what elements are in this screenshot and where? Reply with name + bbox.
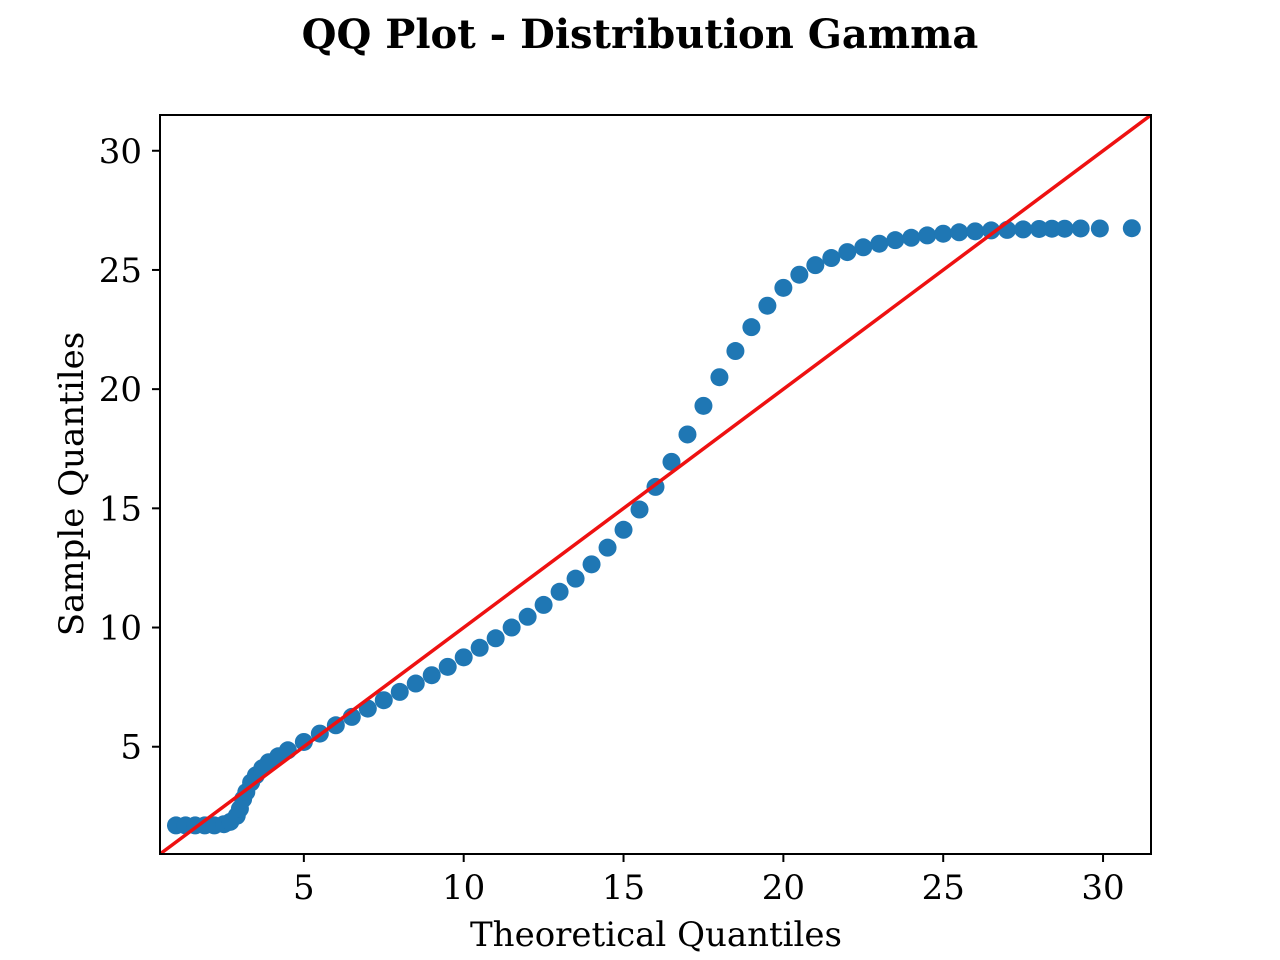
- x-tick-label: 15: [602, 868, 645, 908]
- y-tick-label: 20: [99, 370, 142, 410]
- qq-point: [566, 569, 585, 588]
- qq-point: [1042, 219, 1061, 238]
- qq-point: [486, 629, 505, 648]
- y-tick-label: 15: [99, 489, 142, 529]
- qq-point: [694, 396, 713, 415]
- qq-point: [1071, 219, 1090, 238]
- qq-point: [806, 256, 825, 275]
- x-tick-label: 20: [762, 868, 805, 908]
- reference-line: [160, 115, 1151, 854]
- qq-point: [390, 682, 409, 701]
- qq-point: [1030, 219, 1049, 238]
- y-axis-label: Sample Quantiles: [52, 332, 92, 636]
- qq-point: [422, 666, 441, 685]
- qq-point: [870, 234, 889, 253]
- y-tick-label: 10: [99, 609, 142, 649]
- x-tick-label: 5: [293, 868, 315, 908]
- qq-point: [662, 452, 681, 471]
- chart-title: QQ Plot - Distribution Gamma: [302, 11, 979, 58]
- qq-point: [902, 228, 921, 247]
- qq-point: [454, 648, 473, 667]
- x-tick-label: 10: [442, 868, 485, 908]
- qq-point: [630, 500, 649, 519]
- x-tick-label: 25: [922, 868, 965, 908]
- qq-point: [774, 278, 793, 297]
- qq-point: [374, 691, 393, 710]
- qq-point: [854, 238, 873, 257]
- qq-point: [294, 732, 313, 751]
- qq-point: [950, 223, 969, 242]
- qq-point: [758, 296, 777, 315]
- qq-point: [1014, 220, 1033, 239]
- x-axis-ticks: 5 10 15 20 25 30: [293, 854, 1125, 908]
- y-axis-ticks: 5 10 15 20 25 30: [99, 132, 160, 768]
- qq-point: [406, 674, 425, 693]
- qq-point: [502, 618, 521, 637]
- sample-points: [166, 219, 1141, 835]
- qq-point: [710, 368, 729, 387]
- qq-point: [1122, 219, 1141, 238]
- qq-point: [790, 265, 809, 284]
- qq-point: [582, 555, 601, 574]
- qq-point: [822, 249, 841, 268]
- x-axis-label: Theoretical Quantiles: [470, 915, 842, 955]
- y-tick-label: 30: [99, 132, 142, 172]
- y-tick-label: 25: [99, 251, 142, 291]
- qq-point: [982, 221, 1001, 240]
- qq-point: [550, 582, 569, 601]
- qq-point: [918, 226, 937, 245]
- qq-point: [470, 638, 489, 657]
- qq-point: [438, 657, 457, 676]
- plot-frame: [159, 114, 1152, 855]
- qq-point: [742, 318, 761, 337]
- reference-line-layer: [160, 115, 1151, 854]
- qq-point: [966, 222, 985, 241]
- qq-point: [1055, 219, 1074, 238]
- qq-point: [678, 425, 697, 444]
- qq-point: [518, 607, 537, 626]
- qq-point: [886, 231, 905, 250]
- qq-point: [534, 595, 553, 614]
- qq-point: [598, 538, 617, 557]
- qq-point: [934, 224, 953, 243]
- qq-point: [726, 342, 745, 361]
- qq-point: [1090, 219, 1109, 238]
- qq-point: [614, 520, 633, 539]
- plot-area: [159, 114, 1152, 855]
- x-tick-label: 30: [1081, 868, 1124, 908]
- qq-point: [838, 243, 857, 262]
- y-tick-label: 5: [120, 728, 142, 768]
